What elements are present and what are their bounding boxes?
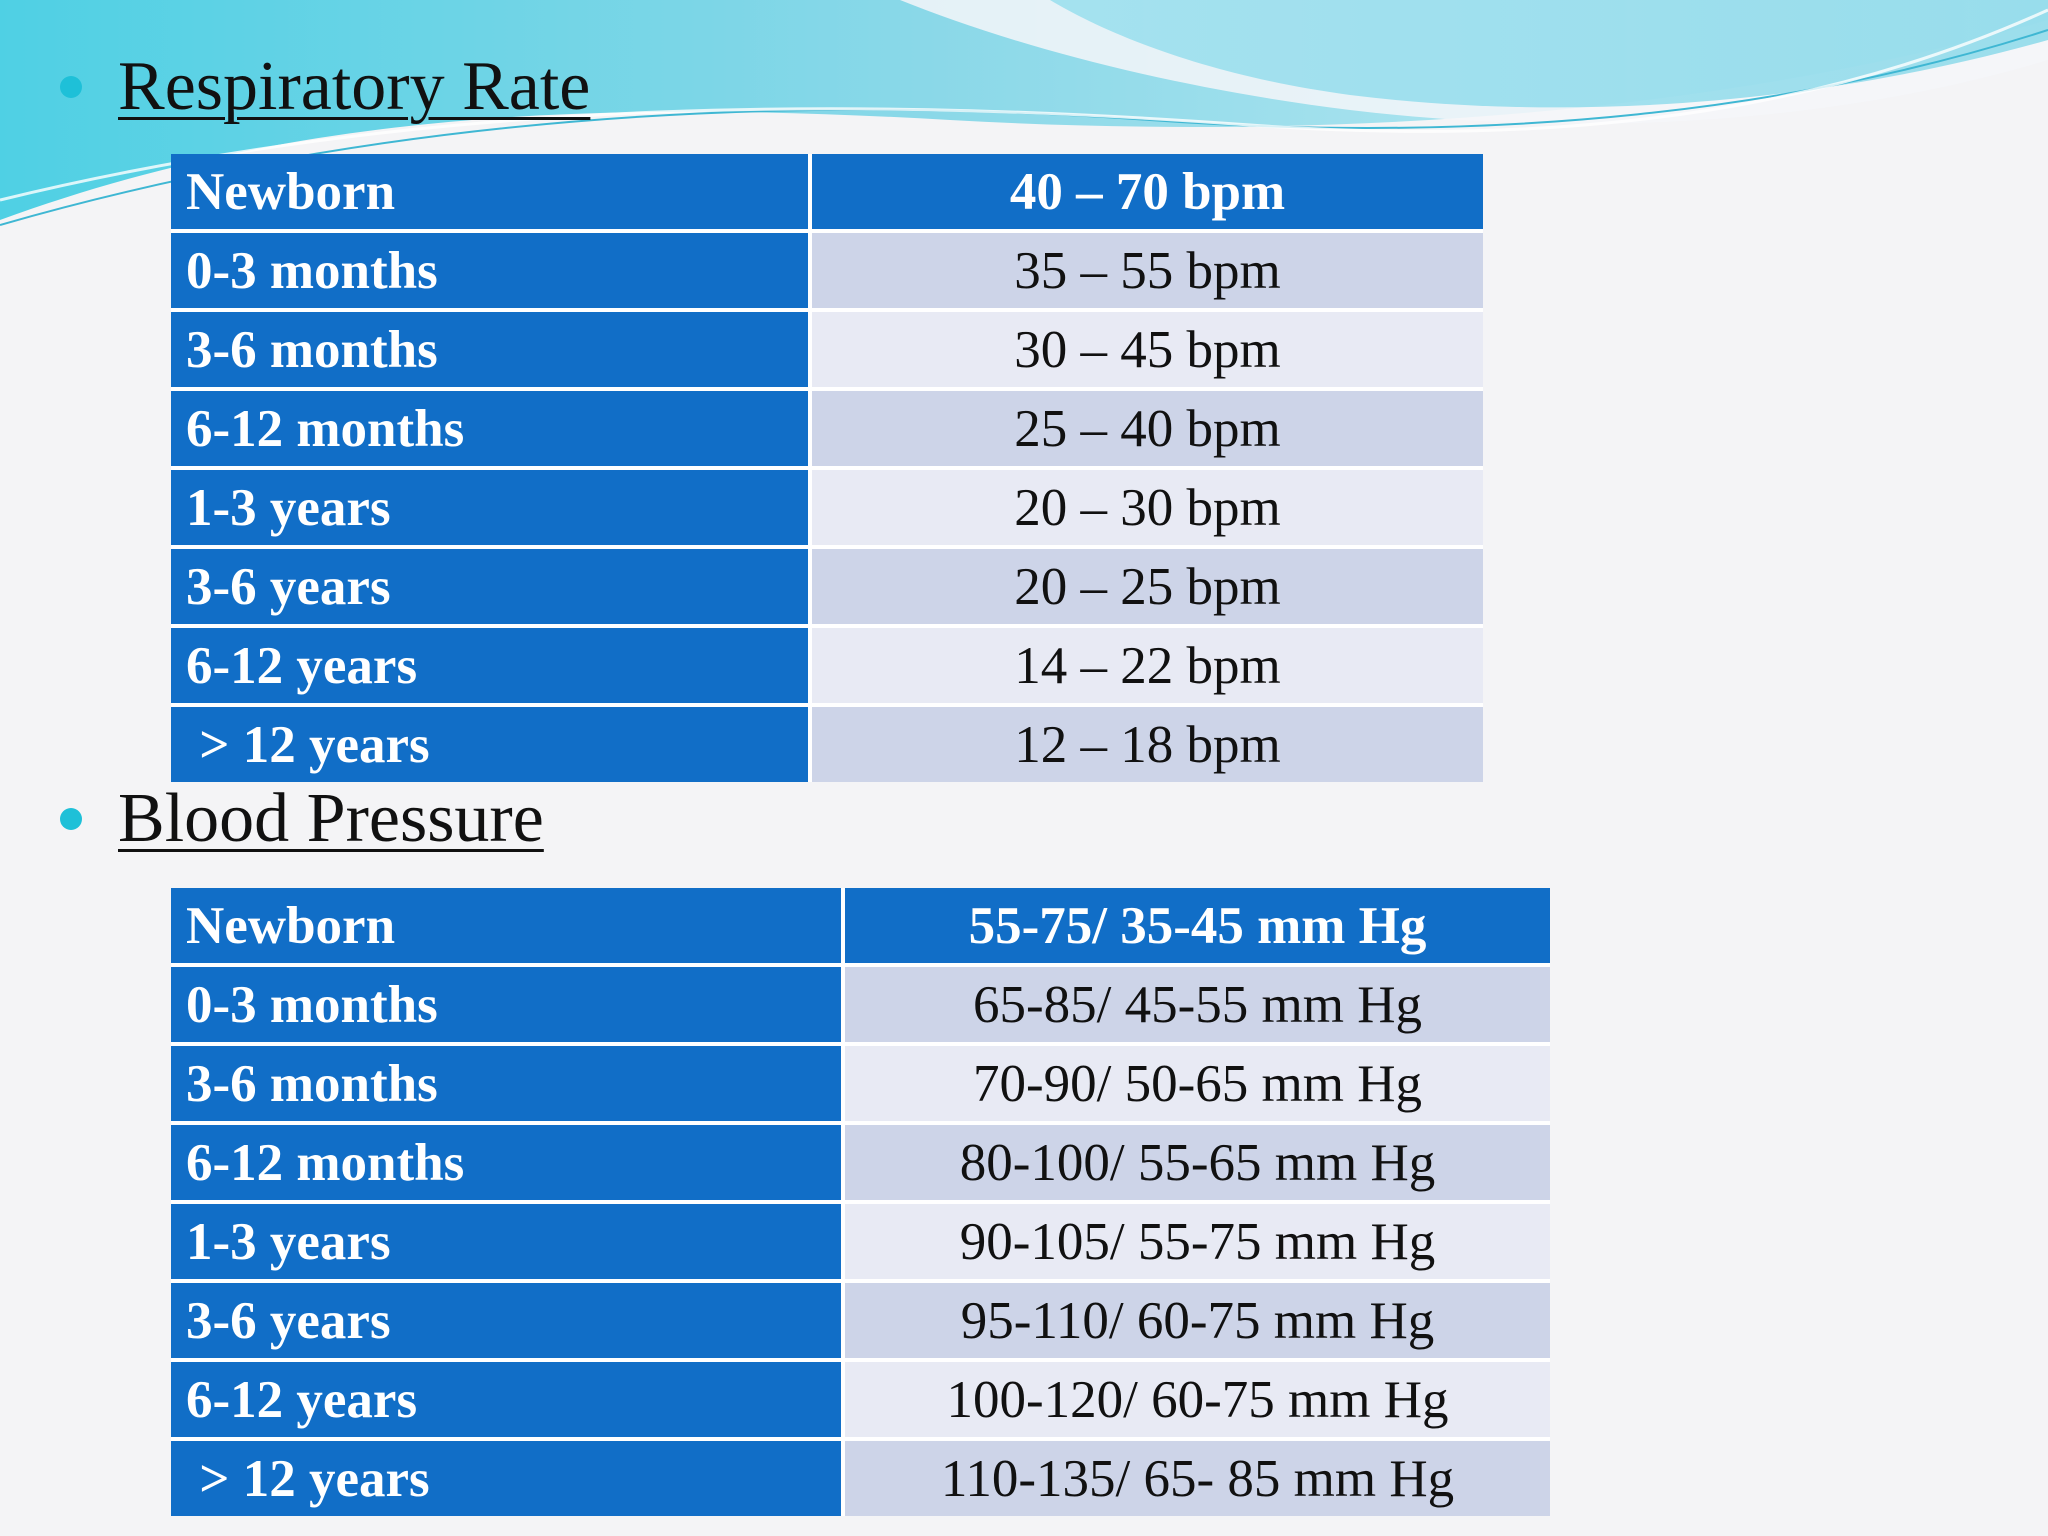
blood-pressure-heading: Blood Pressure: [118, 780, 544, 857]
respiratory-rate-table: Newborn 40 – 70 bpm 0-3 months 35 – 55 b…: [171, 154, 1483, 782]
blood-pressure-heading-row: Blood Pressure: [60, 784, 544, 854]
respiratory-heading: Respiratory Rate: [118, 48, 591, 125]
age-cell: 1-3 years: [171, 1204, 845, 1283]
value-cell: 40 – 70 bpm: [812, 154, 1483, 233]
bullet-icon: [60, 808, 82, 830]
value-cell: 14 – 22 bpm: [812, 628, 1483, 707]
age-cell: 0-3 months: [171, 967, 845, 1046]
value-cell: 55-75/ 35-45 mm Hg: [845, 888, 1550, 967]
age-cell: 6-12 years: [171, 1362, 845, 1441]
age-cell: 6-12 months: [171, 1125, 845, 1204]
table-row: 6-12 months 80-100/ 55-65 mm Hg: [171, 1125, 1550, 1204]
value-cell: 12 – 18 bpm: [812, 707, 1483, 782]
value-cell: 110-135/ 65- 85 mm Hg: [845, 1441, 1550, 1516]
value-cell: 20 – 30 bpm: [812, 470, 1483, 549]
table-row: 6-12 months 25 – 40 bpm: [171, 391, 1483, 470]
value-cell: 95-110/ 60-75 mm Hg: [845, 1283, 1550, 1362]
value-cell: 70-90/ 50-65 mm Hg: [845, 1046, 1550, 1125]
value-cell: 35 – 55 bpm: [812, 233, 1483, 312]
age-cell: > 12 years: [171, 707, 812, 782]
table-row: > 12 years 12 – 18 bpm: [171, 707, 1483, 782]
table-row: 6-12 years 100-120/ 60-75 mm Hg: [171, 1362, 1550, 1441]
background-wave: [0, 0, 2048, 226]
age-cell: 3-6 years: [171, 1283, 845, 1362]
table-row: 3-6 months 30 – 45 bpm: [171, 312, 1483, 391]
value-cell: 100-120/ 60-75 mm Hg: [845, 1362, 1550, 1441]
bullet-icon: [60, 76, 82, 98]
age-cell: Newborn: [171, 888, 845, 967]
value-cell: 25 – 40 bpm: [812, 391, 1483, 470]
table-row: 0-3 months 65-85/ 45-55 mm Hg: [171, 967, 1550, 1046]
table-row: 0-3 months 35 – 55 bpm: [171, 233, 1483, 312]
age-cell: 0-3 months: [171, 233, 812, 312]
table-row: 3-6 years 20 – 25 bpm: [171, 549, 1483, 628]
value-cell: 90-105/ 55-75 mm Hg: [845, 1204, 1550, 1283]
table-row: Newborn 40 – 70 bpm: [171, 154, 1483, 233]
age-cell: 6-12 years: [171, 628, 812, 707]
age-cell: 3-6 months: [171, 312, 812, 391]
age-cell: 1-3 years: [171, 470, 812, 549]
table-row: 3-6 years 95-110/ 60-75 mm Hg: [171, 1283, 1550, 1362]
age-cell: > 12 years: [171, 1441, 845, 1516]
value-cell: 30 – 45 bpm: [812, 312, 1483, 391]
table-row: 6-12 years 14 – 22 bpm: [171, 628, 1483, 707]
table-row: Newborn 55-75/ 35-45 mm Hg: [171, 888, 1550, 967]
value-cell: 65-85/ 45-55 mm Hg: [845, 967, 1550, 1046]
table-row: 1-3 years 90-105/ 55-75 mm Hg: [171, 1204, 1550, 1283]
table-row: > 12 years 110-135/ 65- 85 mm Hg: [171, 1441, 1550, 1516]
table-row: 1-3 years 20 – 30 bpm: [171, 470, 1483, 549]
age-cell: 6-12 months: [171, 391, 812, 470]
value-cell: 80-100/ 55-65 mm Hg: [845, 1125, 1550, 1204]
table-row: 3-6 months 70-90/ 50-65 mm Hg: [171, 1046, 1550, 1125]
age-cell: Newborn: [171, 154, 812, 233]
age-cell: 3-6 years: [171, 549, 812, 628]
age-cell: 3-6 months: [171, 1046, 845, 1125]
value-cell: 20 – 25 bpm: [812, 549, 1483, 628]
blood-pressure-table: Newborn 55-75/ 35-45 mm Hg 0-3 months 65…: [171, 888, 1550, 1516]
respiratory-heading-row: Respiratory Rate: [60, 52, 590, 122]
